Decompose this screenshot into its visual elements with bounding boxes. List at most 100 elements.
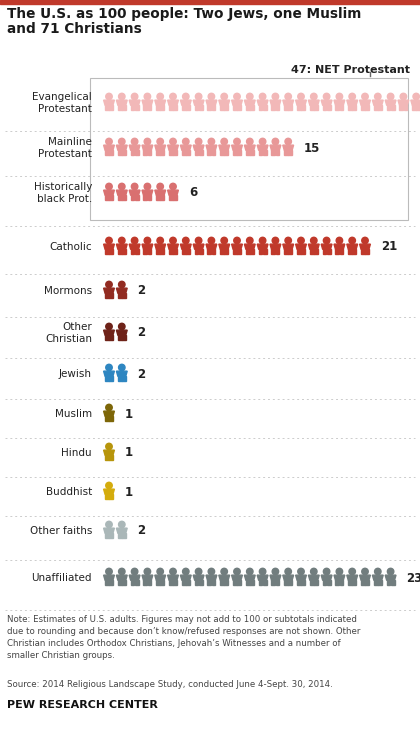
Polygon shape bbox=[199, 249, 202, 254]
Polygon shape bbox=[276, 150, 279, 155]
Circle shape bbox=[413, 93, 420, 100]
Polygon shape bbox=[109, 455, 113, 461]
Polygon shape bbox=[387, 580, 390, 586]
Polygon shape bbox=[250, 105, 254, 110]
Polygon shape bbox=[109, 335, 113, 340]
Circle shape bbox=[221, 93, 228, 100]
Polygon shape bbox=[308, 244, 319, 249]
Circle shape bbox=[387, 568, 394, 575]
Polygon shape bbox=[194, 580, 198, 586]
Text: Jewish: Jewish bbox=[59, 369, 92, 379]
Circle shape bbox=[118, 183, 125, 190]
Circle shape bbox=[106, 365, 112, 371]
Polygon shape bbox=[323, 105, 326, 110]
Text: 2: 2 bbox=[138, 525, 146, 537]
Polygon shape bbox=[336, 105, 339, 110]
Polygon shape bbox=[348, 249, 352, 254]
Polygon shape bbox=[347, 244, 357, 249]
Circle shape bbox=[336, 93, 343, 100]
Polygon shape bbox=[244, 145, 255, 150]
Polygon shape bbox=[246, 249, 249, 254]
Circle shape bbox=[221, 138, 228, 145]
Polygon shape bbox=[182, 105, 186, 110]
Polygon shape bbox=[168, 100, 178, 105]
Polygon shape bbox=[308, 575, 319, 580]
Circle shape bbox=[336, 568, 343, 575]
Polygon shape bbox=[122, 376, 126, 381]
Circle shape bbox=[208, 93, 215, 100]
Polygon shape bbox=[194, 150, 198, 155]
Polygon shape bbox=[233, 105, 237, 110]
Polygon shape bbox=[378, 580, 382, 586]
Polygon shape bbox=[144, 105, 147, 110]
Polygon shape bbox=[224, 150, 228, 155]
Circle shape bbox=[323, 93, 330, 100]
Text: 2: 2 bbox=[138, 327, 146, 339]
Circle shape bbox=[118, 138, 125, 145]
Polygon shape bbox=[168, 244, 178, 249]
Polygon shape bbox=[104, 145, 114, 150]
Polygon shape bbox=[297, 105, 301, 110]
Polygon shape bbox=[186, 580, 190, 586]
Circle shape bbox=[272, 138, 278, 145]
Circle shape bbox=[362, 237, 368, 244]
Polygon shape bbox=[168, 190, 178, 195]
Polygon shape bbox=[109, 293, 113, 298]
Polygon shape bbox=[237, 249, 241, 254]
Polygon shape bbox=[360, 100, 370, 105]
Polygon shape bbox=[173, 580, 177, 586]
Polygon shape bbox=[250, 249, 254, 254]
Circle shape bbox=[106, 93, 112, 100]
Circle shape bbox=[195, 93, 202, 100]
Polygon shape bbox=[118, 195, 121, 200]
Circle shape bbox=[157, 93, 163, 100]
Polygon shape bbox=[219, 244, 230, 249]
Text: Hindu: Hindu bbox=[61, 448, 92, 458]
Polygon shape bbox=[212, 580, 215, 586]
Polygon shape bbox=[109, 533, 113, 538]
Polygon shape bbox=[283, 575, 294, 580]
Polygon shape bbox=[284, 580, 288, 586]
Circle shape bbox=[195, 138, 202, 145]
Text: Unaffiliated: Unaffiliated bbox=[32, 573, 92, 583]
Polygon shape bbox=[263, 249, 267, 254]
Polygon shape bbox=[122, 249, 126, 254]
Polygon shape bbox=[308, 100, 319, 105]
Polygon shape bbox=[105, 376, 109, 381]
Circle shape bbox=[285, 568, 291, 575]
Polygon shape bbox=[142, 244, 153, 249]
Polygon shape bbox=[105, 293, 109, 298]
Polygon shape bbox=[116, 575, 127, 580]
Text: Buddhist: Buddhist bbox=[46, 487, 92, 497]
Polygon shape bbox=[257, 575, 268, 580]
Polygon shape bbox=[289, 249, 292, 254]
Circle shape bbox=[234, 237, 240, 244]
Polygon shape bbox=[314, 105, 318, 110]
Polygon shape bbox=[270, 145, 281, 150]
Text: 21: 21 bbox=[381, 240, 397, 254]
Text: 6: 6 bbox=[189, 187, 197, 199]
Polygon shape bbox=[284, 249, 288, 254]
Polygon shape bbox=[199, 150, 202, 155]
Circle shape bbox=[118, 324, 125, 330]
Polygon shape bbox=[122, 533, 126, 538]
Polygon shape bbox=[135, 150, 139, 155]
Polygon shape bbox=[314, 249, 318, 254]
Polygon shape bbox=[116, 528, 127, 533]
Circle shape bbox=[272, 237, 278, 244]
Polygon shape bbox=[231, 575, 242, 580]
Circle shape bbox=[118, 522, 125, 527]
Polygon shape bbox=[135, 580, 139, 586]
Polygon shape bbox=[104, 450, 114, 455]
Polygon shape bbox=[352, 249, 356, 254]
Polygon shape bbox=[168, 145, 178, 150]
Polygon shape bbox=[361, 249, 365, 254]
Circle shape bbox=[260, 237, 266, 244]
Polygon shape bbox=[118, 105, 121, 110]
Polygon shape bbox=[259, 150, 262, 155]
Polygon shape bbox=[109, 195, 113, 200]
Circle shape bbox=[131, 237, 138, 244]
Circle shape bbox=[349, 93, 355, 100]
Polygon shape bbox=[104, 528, 114, 533]
Polygon shape bbox=[129, 145, 140, 150]
